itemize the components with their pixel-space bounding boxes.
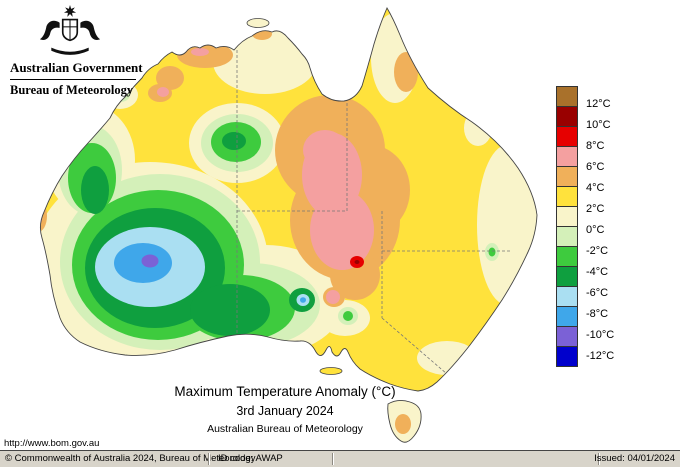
legend-label: 8°C [586, 140, 605, 152]
anomaly-band-10-12 [354, 260, 360, 264]
legend-label: 10°C [586, 119, 611, 131]
id-code-text: ID code: AWAP [218, 453, 283, 464]
legend-label: 4°C [586, 182, 605, 194]
bom-url: http://www.bom.gov.au [4, 438, 100, 449]
map-source: Australian Bureau of Meteorology [207, 423, 363, 435]
map-title-block: Maximum Temperature Anomaly (°C) 3rd Jan… [110, 384, 460, 435]
legend-color-cell [556, 266, 578, 287]
kangaroo-island [319, 367, 343, 375]
legend-label: 2°C [586, 203, 605, 215]
legend-color-cell [556, 186, 578, 207]
legend-color-cell [556, 86, 578, 107]
map-title: Maximum Temperature Anomaly (°C) [174, 384, 396, 399]
legend-color-cell [556, 126, 578, 147]
legend-label: -2°C [586, 245, 609, 257]
legend-label: 12°C [586, 98, 611, 110]
government-title: Australian Government [10, 60, 143, 75]
copyright-text: © Commonwealth of Australia 2024, Bureau… [5, 453, 256, 464]
legend: 12°C 10°C 8°C 6°C 4°C 2°C 0°C -2°C -4°C -6°C -8°C -… [556, 86, 646, 386]
state-borders [236, 50, 510, 375]
legend-color-cell [556, 206, 578, 227]
statusbar-separator [598, 453, 600, 465]
legend-label: 6°C [586, 161, 605, 173]
legend-label: -10°C [586, 329, 615, 341]
mainland-coastline [39, 7, 538, 392]
statusbar-separator [208, 453, 210, 465]
tasmania-coastline [387, 399, 422, 443]
legend-color-cell [556, 226, 578, 247]
legend-label: -6°C [586, 287, 609, 299]
legend-color-cell [556, 166, 578, 187]
coat-of-arms-icon [39, 5, 101, 55]
legend-color-cell [556, 346, 578, 367]
header-divider [10, 79, 136, 80]
map-date: 3rd January 2024 [236, 404, 334, 418]
status-bar: © Commonwealth of Australia 2024, Bureau… [0, 450, 680, 467]
agency-header: Australian Government Bureau of Meteorol… [10, 60, 143, 98]
issued-text: Issued: 04/01/2024 [594, 453, 675, 464]
legend-color-cell [556, 286, 578, 307]
legend-color-cell [556, 146, 578, 167]
melville-island [246, 18, 270, 28]
legend-label: 0°C [586, 224, 605, 236]
bureau-title: Bureau of Meteorology [10, 83, 134, 97]
anomaly-band-n12-n10 [141, 254, 159, 268]
legend-label: -4°C [586, 266, 609, 278]
legend-color-cell [556, 106, 578, 127]
legend-color-scale [556, 86, 578, 367]
legend-color-cell [556, 306, 578, 327]
legend-label: -8°C [586, 308, 609, 320]
legend-color-cell [556, 246, 578, 267]
statusbar-separator [332, 453, 334, 465]
legend-color-cell [556, 326, 578, 347]
legend-label: -12°C [586, 350, 615, 362]
